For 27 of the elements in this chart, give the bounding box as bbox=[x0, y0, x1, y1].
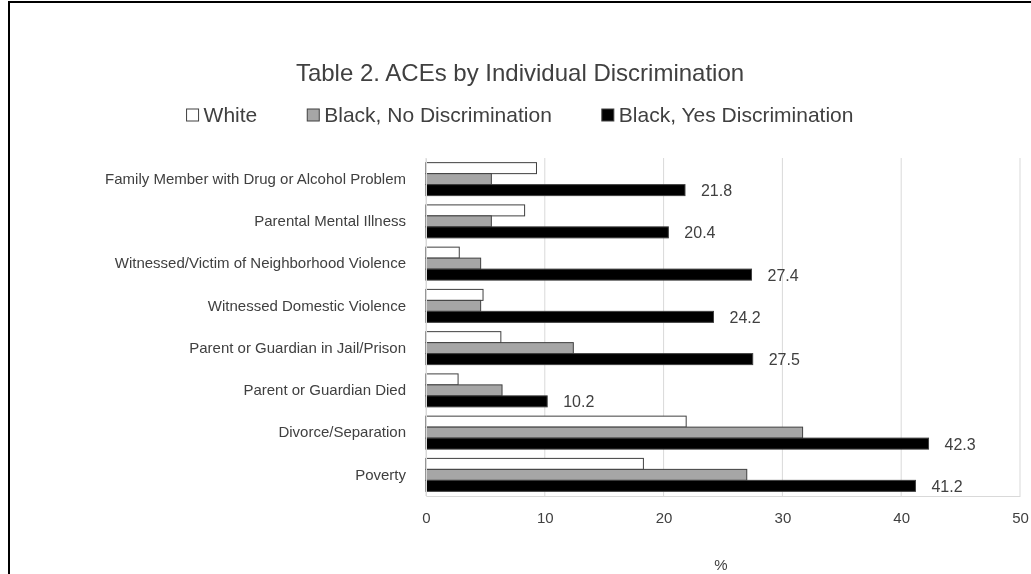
y-tick-label: Poverty bbox=[355, 465, 407, 483]
y-tick-label: Parent or Guardian Died bbox=[243, 381, 406, 399]
x-tick-label: 30 bbox=[774, 508, 792, 526]
data-label: 42.3 bbox=[944, 435, 976, 453]
data-label: 24.2 bbox=[729, 308, 761, 326]
y-tick-label: Witnessed Domestic Violence bbox=[207, 296, 406, 314]
legend-label: Black, No Discrimination bbox=[324, 103, 552, 126]
legend-label: Black, Yes Discrimination bbox=[618, 103, 854, 126]
y-tick-label: Witnessed/Victim of Neighborhood Violence bbox=[114, 254, 406, 272]
x-axis-title: % bbox=[714, 556, 728, 573]
data-label: 21.8 bbox=[700, 182, 733, 200]
x-tick-label: 50 bbox=[1012, 508, 1029, 526]
data-label: 27.4 bbox=[767, 266, 799, 284]
data-label: 27.5 bbox=[768, 351, 800, 369]
x-tick-label: 0 bbox=[422, 508, 431, 526]
y-tick-label: Parent or Guardian in Jail/Prison bbox=[189, 338, 406, 356]
data-label: 20.4 bbox=[684, 224, 716, 242]
data-label: 41.2 bbox=[931, 477, 963, 495]
y-tick-label: Divorce/Separation bbox=[278, 423, 406, 441]
y-tick-label: Family Member with Drug or Alcohol Problem bbox=[105, 169, 406, 187]
chart-title: Table 2. ACEs by Individual Discrimination bbox=[295, 59, 745, 86]
x-tick-label: 20 bbox=[655, 508, 673, 526]
legend-label: White bbox=[203, 103, 258, 126]
y-tick-label: Parental Mental Illness bbox=[254, 212, 406, 230]
x-tick-label: 40 bbox=[893, 508, 911, 526]
x-tick-label: 10 bbox=[536, 508, 554, 526]
data-label: 10.2 bbox=[563, 393, 595, 411]
